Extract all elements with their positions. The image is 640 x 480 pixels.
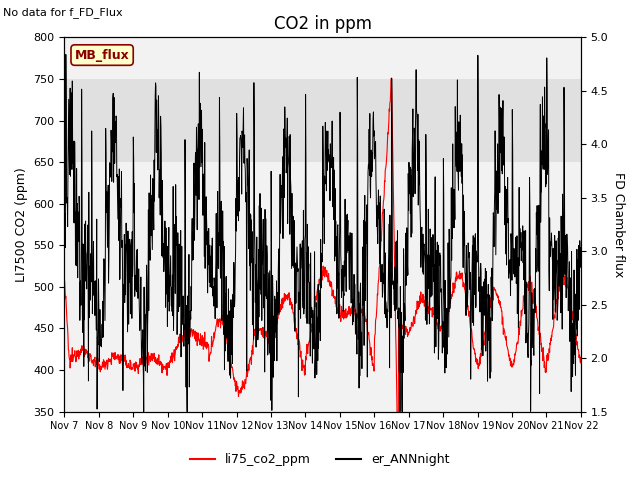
Legend: li75_co2_ppm, er_ANNnight: li75_co2_ppm, er_ANNnight (186, 448, 454, 471)
Title: CO2 in ppm: CO2 in ppm (274, 15, 372, 33)
Bar (65, 79, 581, 162)
Y-axis label: FD Chamber flux: FD Chamber flux (612, 172, 625, 277)
Text: MB_flux: MB_flux (75, 48, 129, 61)
Y-axis label: LI7500 CO2 (ppm): LI7500 CO2 (ppm) (15, 167, 28, 282)
Text: No data for f_FD_Flux: No data for f_FD_Flux (3, 7, 123, 18)
